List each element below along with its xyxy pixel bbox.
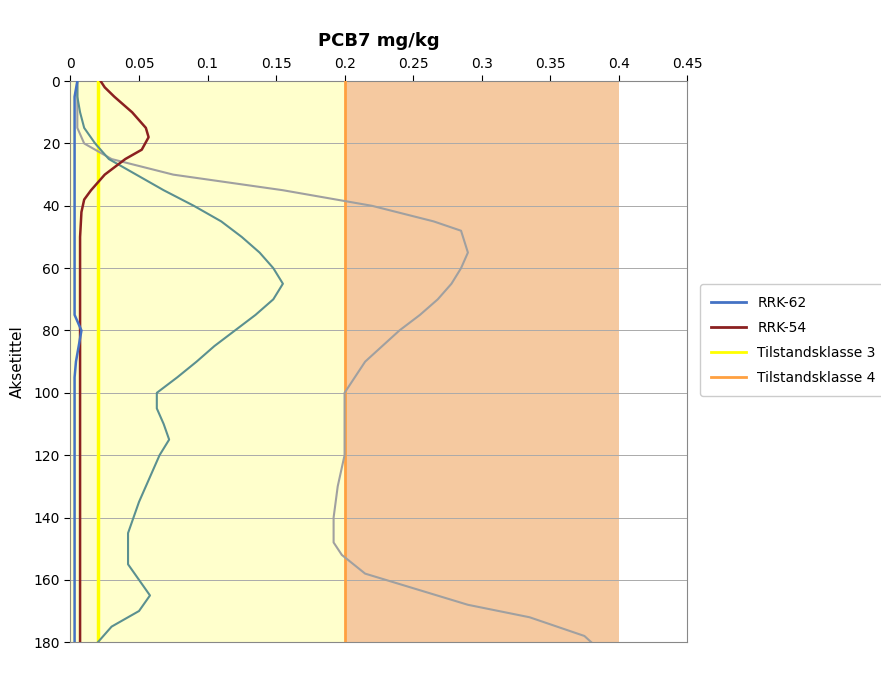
Legend: RRK-62, RRK-54, Tilstandsklasse 3, Tilstandsklasse 4: RRK-62, RRK-54, Tilstandsklasse 3, Tilst… [700,285,881,396]
Bar [344,81,618,642]
X-axis label: PCB7 mg/kg: PCB7 mg/kg [318,32,440,49]
Bar [70,81,344,642]
Y-axis label: Aksetittel: Aksetittel [11,325,26,398]
